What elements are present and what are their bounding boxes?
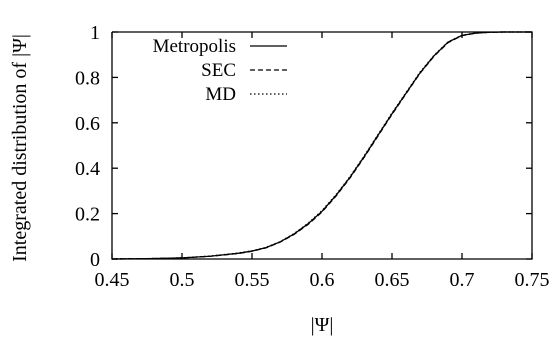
- x-axis-ticks: 0.45 0.5 0.55 0.6 0.65 0.7 0.75: [95, 32, 550, 291]
- x-tick-label: 0.75: [515, 269, 550, 291]
- y-axis-label: Integrated distribution of |Ψ|: [9, 34, 31, 262]
- series-layer: [111, 31, 532, 260]
- y-tick-label: 0.8: [75, 67, 100, 89]
- legend-label-metropolis: Metropolis: [153, 36, 236, 57]
- series-line-sec: [111, 31, 532, 260]
- x-tick-label: 0.7: [450, 269, 475, 291]
- x-tick-label: 0.5: [170, 269, 195, 291]
- x-tick-label: 0.55: [235, 269, 270, 291]
- plot-border: [111, 31, 533, 260]
- y-axis-ticks: 0 0.2 0.4 0.6 0.8 1: [75, 22, 532, 271]
- y-tick-label: 0.2: [75, 204, 100, 226]
- y-tick-label: 0.4: [75, 158, 100, 180]
- y-tick-label: 0.6: [75, 113, 100, 135]
- series-line-metropolis: [111, 31, 532, 260]
- x-tick-label: 0.65: [375, 269, 410, 291]
- legend-label-sec: SEC: [201, 60, 236, 81]
- legend-label-md: MD: [205, 84, 236, 105]
- series-line-md: [111, 31, 532, 260]
- x-tick-label: 0.45: [95, 269, 130, 291]
- y-tick-label: 1: [90, 22, 100, 44]
- plot-frame: [111, 31, 533, 260]
- y-tick-label: 0: [90, 249, 100, 271]
- x-tick-label: 0.6: [310, 269, 335, 291]
- x-axis-label: |Ψ|: [311, 314, 334, 336]
- legend: Metropolis SEC MD: [153, 36, 287, 105]
